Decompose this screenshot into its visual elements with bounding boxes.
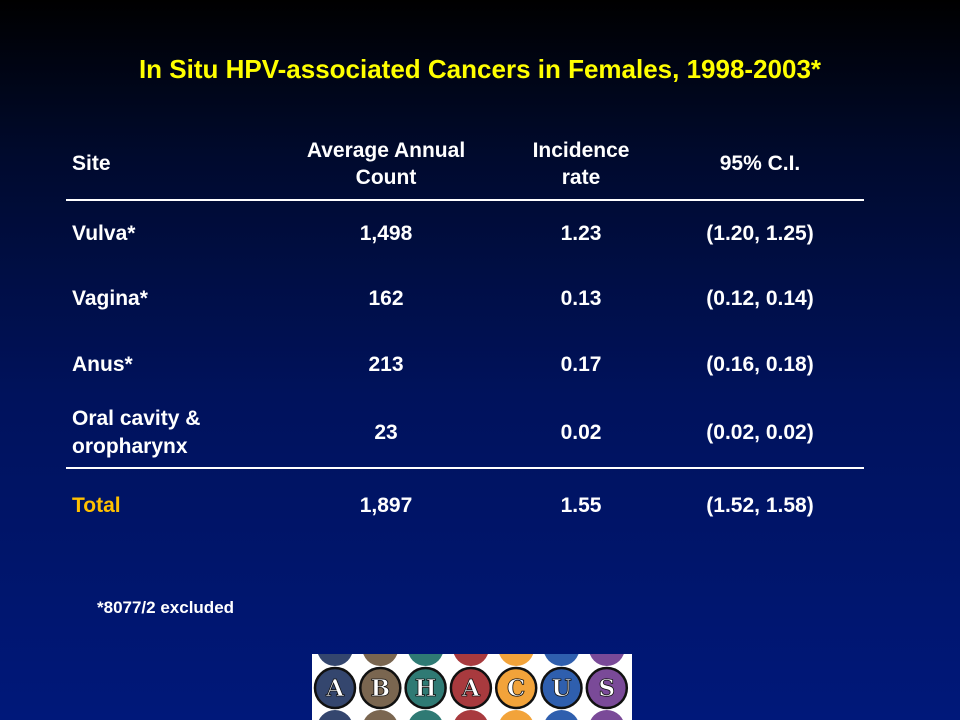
row-rate: 0.13: [560, 287, 602, 310]
header-site: Site: [66, 128, 266, 201]
logo-letter-dot: [449, 666, 493, 710]
total-label: Total: [72, 493, 121, 517]
row-site-line1: Oral cavity &: [72, 406, 201, 430]
row-site: Vulva*: [72, 221, 136, 245]
logo-letter: H: [415, 675, 437, 702]
table-total-row: Total 1,897 1.55 (1.52, 1.58): [66, 468, 864, 542]
logo-bottom-dot: [590, 710, 623, 720]
header-rate-line1: Incidence: [532, 138, 630, 162]
row-ci: (0.12, 0.14): [706, 287, 814, 310]
row-count: 162: [368, 287, 404, 310]
incidence-table: Site Average Annual Count Incidence rate…: [66, 128, 864, 542]
logo-bottom-dot: [454, 710, 488, 720]
logo-letter: B: [371, 675, 390, 702]
logo-letter: A: [325, 675, 345, 702]
logo-letter-dot: [585, 666, 629, 710]
logo-top-dot: [499, 654, 534, 666]
logo-bottom-dot: [409, 710, 442, 720]
row-rate: 0.02: [506, 398, 656, 469]
logo-letter: C: [507, 675, 525, 702]
header-rate-line2: rate: [561, 165, 601, 189]
footnote: *8077/2 excluded: [97, 598, 235, 617]
total-rate: 1.55: [560, 493, 602, 517]
logo-top-dot: [363, 654, 398, 666]
table-row: Vulva* 1,498 1.23 (1.20, 1.25): [66, 200, 864, 266]
logo-letter-dot: [540, 666, 583, 710]
logo-top-dot: [408, 654, 443, 666]
logo-letter-dot: [404, 666, 447, 710]
logo-bottom-dot: [364, 710, 397, 720]
table-header-row: Site Average Annual Count Incidence rate…: [66, 128, 864, 201]
total-ci: (1.52, 1.58): [706, 493, 814, 517]
logo-letter-dot: [494, 666, 538, 710]
total-count: 1,897: [359, 493, 413, 517]
row-site: Oral cavity & oropharynx: [66, 398, 266, 469]
row-count: 23: [266, 398, 506, 469]
logo-letter: A: [461, 675, 481, 702]
logo-letter: U: [551, 675, 571, 702]
row-site-line2: oropharynx: [72, 434, 188, 458]
row-ci: (0.16, 0.18): [706, 353, 814, 376]
row-site: Anus*: [72, 353, 133, 376]
header-ci: 95% C.I.: [656, 128, 864, 201]
table-row: Anus* 213 0.17 (0.16, 0.18): [66, 332, 864, 398]
logo-top-dot: [544, 654, 579, 666]
slide-title: In Situ HPV-associated Cancers in Female…: [138, 54, 822, 84]
logo-bottom-dot: [500, 710, 533, 720]
logo-top-dot: [318, 654, 352, 666]
logo-letter-dot: [359, 666, 402, 710]
logo-bottom-dot: [545, 710, 578, 720]
logo-bottom-dot: [318, 710, 352, 720]
logo-letter-dot: [313, 666, 357, 710]
row-rate: 0.17: [560, 353, 602, 376]
logo-letter: S: [598, 675, 615, 702]
logo-top-dot: [589, 654, 624, 666]
row-ci: (0.02, 0.02): [656, 398, 864, 469]
table-row: Vagina* 162 0.13 (0.12, 0.14): [66, 266, 864, 332]
table-row: Oral cavity & oropharynx 23 0.02 (0.02, …: [66, 398, 864, 469]
header-rate: Incidence rate: [506, 128, 656, 201]
logo-top-dot: [453, 654, 488, 666]
header-count: Average Annual Count: [266, 128, 506, 201]
row-count: 1,498: [359, 221, 413, 245]
header-count-line2: Count: [355, 165, 417, 189]
row-ci: (1.20, 1.25): [706, 221, 814, 245]
row-count: 213: [368, 353, 404, 376]
row-rate: 1.23: [560, 221, 602, 245]
row-site: Vagina*: [72, 287, 148, 310]
header-count-line1: Average Annual: [306, 138, 466, 162]
